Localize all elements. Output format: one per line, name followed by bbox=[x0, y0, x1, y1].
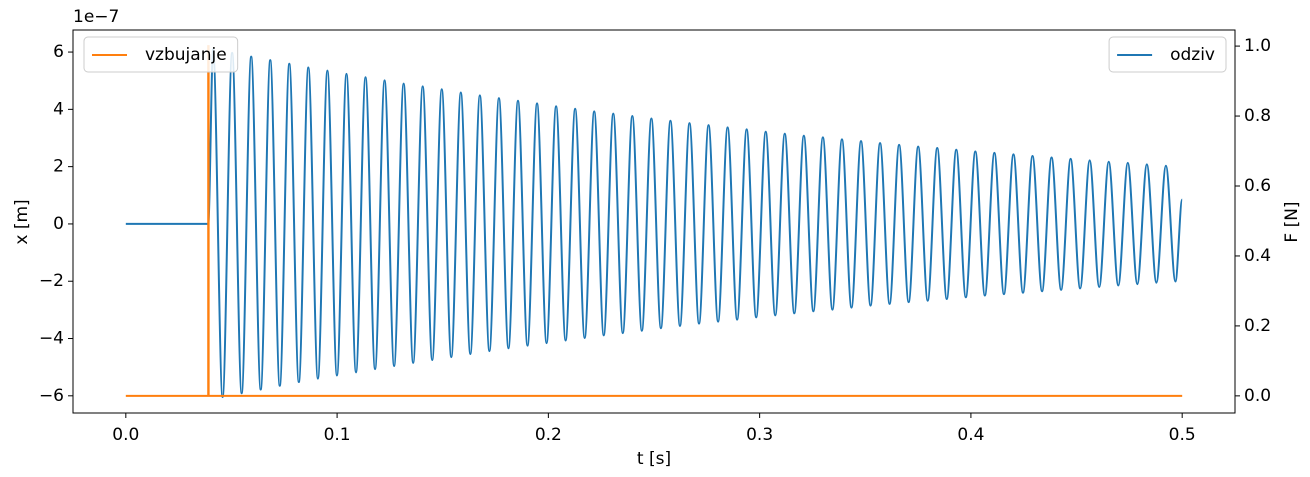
legend: odziv bbox=[1108, 36, 1227, 73]
y2-tick-label: 0.6 bbox=[1244, 176, 1271, 196]
series-line bbox=[125, 45, 1183, 397]
legend-box bbox=[83, 36, 239, 73]
y-tick-label: 2 bbox=[53, 157, 64, 177]
x-tick-label: 0.3 bbox=[746, 425, 773, 445]
y-axis-label: x [m] bbox=[12, 199, 32, 244]
y-tick-label: 6 bbox=[53, 42, 64, 62]
x-tick-label: 0.4 bbox=[957, 425, 984, 445]
series-line bbox=[125, 48, 1184, 398]
y2-tick-label: 1.0 bbox=[1244, 36, 1271, 56]
x-tick-label: 0.2 bbox=[535, 425, 562, 445]
legend-label: odziv bbox=[1170, 45, 1215, 65]
legend-label: vzbujanje bbox=[145, 45, 227, 65]
offset-text: 1e−7 bbox=[73, 7, 119, 27]
x-tick-label: 0.5 bbox=[1169, 425, 1196, 445]
y-tick-label: 0 bbox=[53, 214, 64, 234]
x-tick-label: 0.0 bbox=[112, 425, 139, 445]
y-tick-label: −2 bbox=[39, 271, 64, 291]
y2-tick-label: 0.8 bbox=[1244, 106, 1271, 126]
y2-tick-label: 0.4 bbox=[1244, 246, 1271, 266]
x-tick-label: 0.1 bbox=[324, 425, 351, 445]
legend: vzbujanje bbox=[83, 36, 239, 73]
y2-tick-label: 0.2 bbox=[1244, 316, 1271, 336]
y-tick-label: −4 bbox=[39, 329, 64, 349]
plot-frame bbox=[72, 29, 1236, 414]
x-axis-label: t [s] bbox=[637, 449, 671, 469]
y2-axis-label: F [N] bbox=[1282, 201, 1302, 242]
y-tick-label: −6 bbox=[39, 386, 64, 406]
legend-box bbox=[1108, 36, 1227, 73]
y2-tick-label: 0.0 bbox=[1244, 386, 1271, 406]
y-tick-label: 4 bbox=[53, 99, 64, 119]
